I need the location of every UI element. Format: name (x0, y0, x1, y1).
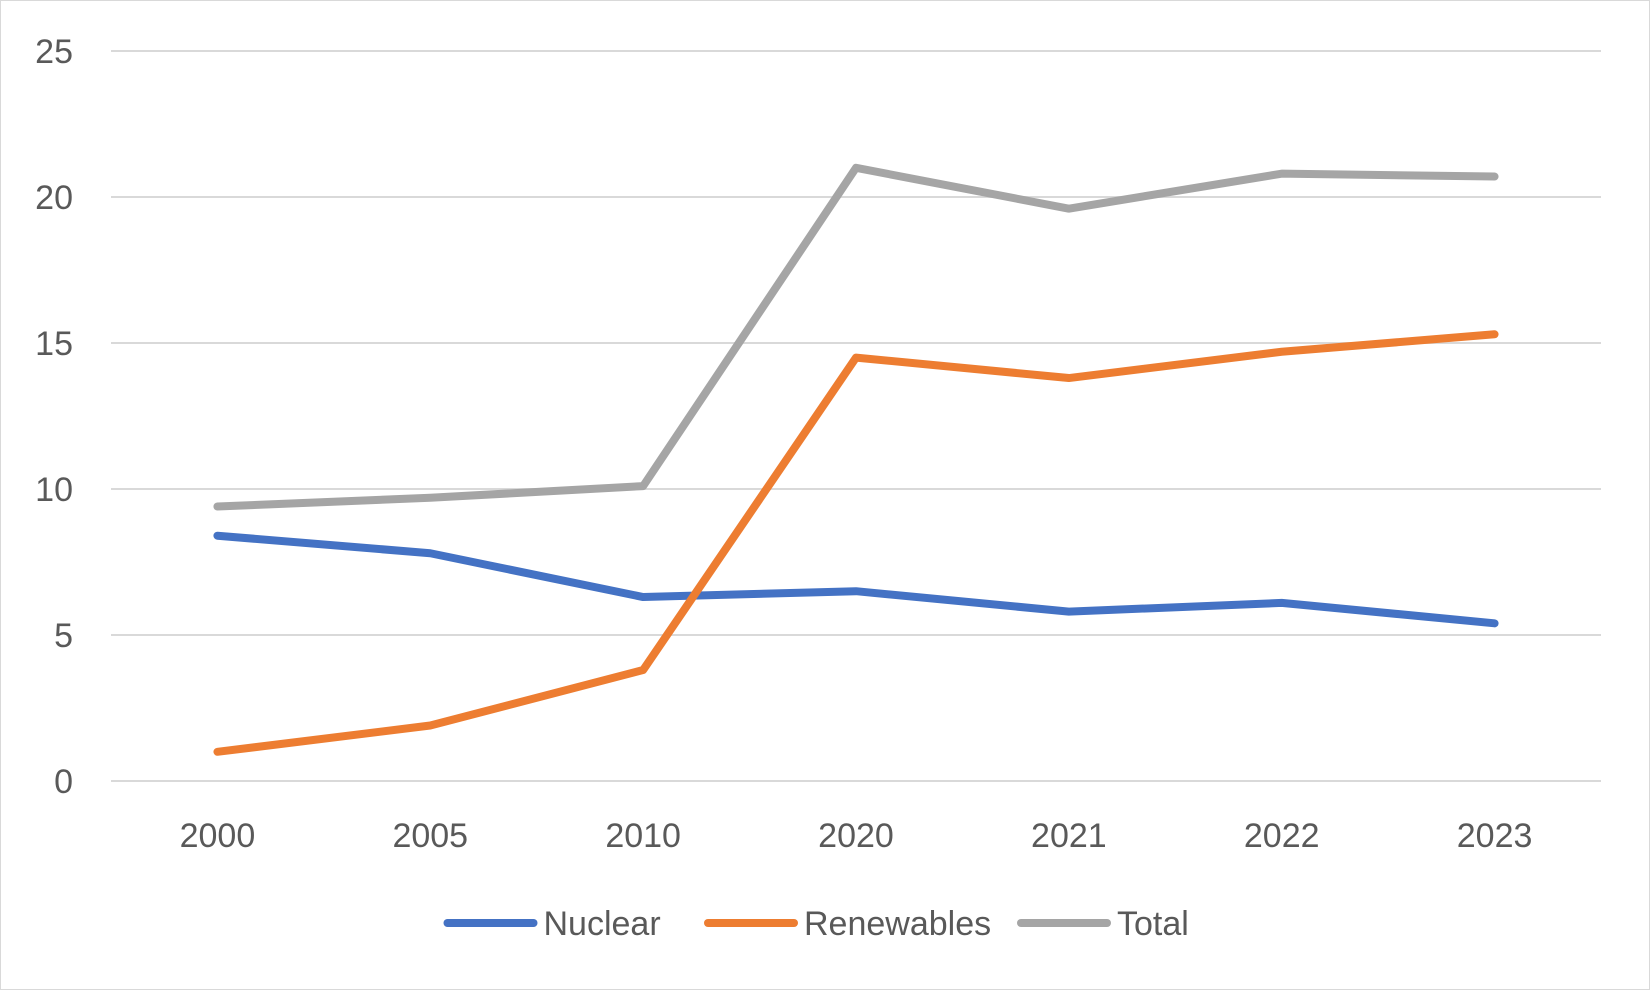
legend-item-nuclear: Nuclear (443, 905, 661, 943)
series-line-renewables (213, 330, 1499, 756)
y-tick-label: 15 (35, 325, 73, 363)
data-point-total-2020 (855, 167, 857, 169)
y-tick-label: 5 (54, 617, 73, 655)
series-lines (213, 163, 1499, 756)
x-tick-label: 2022 (1244, 817, 1320, 855)
y-axis-tick-labels: 0 5 10 15 20 25 (35, 33, 73, 801)
gridlines (111, 50, 1601, 782)
data-point-renewables-2023 (1494, 333, 1496, 335)
data-point-renewables-2020 (855, 357, 857, 359)
y-tick-label: 20 (35, 179, 73, 217)
legend-label: Total (1117, 905, 1189, 943)
series-nuclear (213, 531, 1499, 628)
data-point-nuclear-2021 (1068, 611, 1070, 613)
data-point-total-2023 (1494, 176, 1496, 178)
data-point-renewables-2021 (1068, 377, 1070, 379)
y-tick-label: 10 (35, 471, 73, 509)
data-point-total-2000 (216, 506, 218, 508)
data-point-nuclear-2020 (855, 590, 857, 592)
data-point-nuclear-2022 (1281, 602, 1283, 604)
series-total (213, 163, 1499, 511)
x-tick-label: 2020 (818, 817, 894, 855)
data-point-renewables-2022 (1281, 351, 1283, 353)
data-point-renewables-2000 (216, 751, 218, 753)
y-tick-label: 0 (54, 763, 73, 801)
series-line-total (213, 163, 1499, 511)
x-tick-label: 2021 (1031, 817, 1107, 855)
x-tick-label: 2000 (180, 817, 256, 855)
legend-item-total: Total (1017, 905, 1189, 943)
data-point-nuclear-2005 (429, 552, 431, 554)
data-point-nuclear-2000 (216, 535, 218, 537)
data-point-total-2010 (642, 485, 644, 487)
legend-item-renewables: Renewables (704, 905, 991, 943)
x-tick-label: 2010 (605, 817, 681, 855)
legend-label: Nuclear (544, 905, 661, 943)
y-tick-label: 25 (35, 33, 73, 71)
legend-label: Renewables (804, 905, 991, 943)
data-point-nuclear-2010 (642, 596, 644, 598)
data-point-total-2005 (429, 497, 431, 499)
data-point-nuclear-2023 (1494, 622, 1496, 624)
legend: Nuclear Renewables Total (443, 905, 1189, 943)
data-point-total-2021 (1068, 208, 1070, 210)
data-point-renewables-2010 (642, 669, 644, 671)
x-axis-tick-labels: 2000 2005 2010 2020 2021 2022 2023 (180, 817, 1533, 855)
series-renewables (213, 330, 1499, 756)
series-line-nuclear (213, 531, 1499, 628)
data-point-total-2022 (1281, 173, 1283, 175)
x-tick-label: 2023 (1457, 817, 1533, 855)
x-tick-label: 2005 (392, 817, 468, 855)
data-point-renewables-2005 (429, 725, 431, 727)
